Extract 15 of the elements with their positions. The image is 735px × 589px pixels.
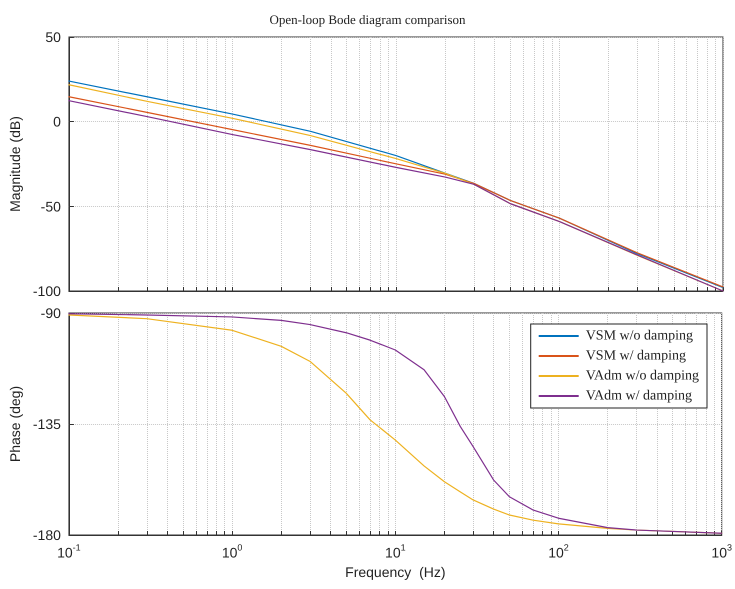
y-tick-label: -90 <box>40 305 62 321</box>
x-axis-title: Frequency (Hz) <box>345 564 446 580</box>
y-axis-title: Magnitude (dB) <box>7 116 23 212</box>
legend-label: VSM w/o damping <box>586 328 694 344</box>
legend-label: VAdm w/o damping <box>586 368 700 384</box>
legend-label: VAdm w/ damping <box>586 388 692 404</box>
y-tick-label: 0 <box>53 114 62 130</box>
y-tick-label: -100 <box>32 283 62 299</box>
legend-label: VSM w/ damping <box>586 348 686 364</box>
y-tick-label: 50 <box>45 29 62 45</box>
y-tick-label: -180 <box>32 527 62 543</box>
y-tick-label: -135 <box>32 416 62 432</box>
y-axis-title: Phase (deg) <box>7 386 23 462</box>
chart-title: Open-loop Bode diagram comparison <box>269 12 466 27</box>
y-tick-label: -50 <box>40 198 62 214</box>
